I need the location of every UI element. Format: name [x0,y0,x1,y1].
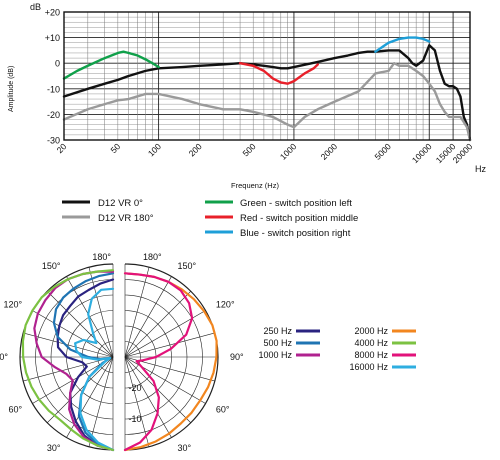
legend-label-250hz: 250 Hz [263,326,292,336]
polar-radial-label: -20 [128,383,141,393]
polar-curve-16000-hz [74,287,115,452]
frequency-grid [63,11,471,141]
frequency-response-chart: +20+100-10-20-30 20 50 100 200 500 1000 2000 50… [8,2,486,190]
polar-spoke [88,267,114,358]
x-unit-label: Hz [475,164,486,174]
polar-spoke [32,310,114,358]
legend-label-2000hz: 2000 Hz [354,326,388,336]
series-line-d12-vr-0 [62,44,472,142]
series-line-red-switch-position-middle [238,62,319,85]
polar-angle-label-right: 30° [178,443,192,453]
plot-frame [63,11,471,141]
polar-angle-label-left: 150° [42,261,61,271]
legend-label-blue: Blue - switch position right [240,228,351,239]
polar-angle-label-left: 180° [92,252,111,262]
polar-curve-4000-hz [21,269,115,452]
polar-angle-label-right: 180° [143,252,162,262]
polar-right-half [123,263,219,452]
x-tick-label: 10000 [410,141,434,165]
x-tick-label: 100 [146,141,163,158]
x-axis-label: Frequenz (Hz) [231,181,279,190]
polar-spoke [23,332,114,358]
polar-spoke [124,356,191,423]
series-line-d12-vr-180 [62,62,472,142]
polar-angle-label-left: 90° [0,352,8,362]
polar-angle-label-right: 60° [216,405,230,415]
y-tick-label: +20 [45,8,60,18]
polar-spoke [47,291,114,358]
y-unit-label: dB [30,2,41,12]
frequency-series-group [62,36,472,142]
polar-angle-label-left: 120° [3,300,22,310]
y-tick-label: -30 [47,136,60,146]
series-line-green-switch-position-left [62,50,160,80]
y-tick-label: -10 [47,84,60,94]
legend-label-1000hz: 1000 Hz [258,350,292,360]
x-tick-label: 200 [187,141,204,158]
legend-label-red: Red - switch position middle [240,213,358,224]
legend-label-500hz: 500 Hz [263,338,292,348]
y-axis-label: Amplitude (dB) [8,66,15,112]
legend-label-8000hz: 8000 Hz [354,350,388,360]
polar-angle-label-right: 150° [178,261,197,271]
legend-label-4000hz: 4000 Hz [354,338,388,348]
x-tick-label: 2000 [319,141,340,162]
x-tick-label: 1000 [278,141,299,162]
polar-angle-label-right: 90° [230,352,244,362]
legend-label-16000hz: 16000 Hz [349,362,388,372]
polar-spoke [124,310,206,358]
y-tick-label: +10 [45,33,60,43]
polar-curve-1000-hz [33,270,115,452]
polar-spoke [124,332,215,358]
legend-label-d12-0: D12 VR 0° [98,198,143,209]
polar-spoke [88,356,114,447]
polar-legend: 250 Hz 500 Hz 1000 Hz 2000 Hz 4000 Hz 80… [258,326,416,372]
series-line-blue-switch-position-right [374,36,431,53]
polar-spoke [124,276,172,358]
y-tick-labels: +20 +10 0 -10 -20 -30 [45,8,60,146]
polar-curve-8000-hz [123,272,194,452]
polar-spoke [124,356,172,438]
polar-pattern-chart: 180° 180° 150° 150° 120° 120° 90° 90° 60° 60° 30° 3… [0,252,244,460]
x-tick-label: 5000 [372,141,393,162]
polar-angle-label-left: 60° [8,405,22,415]
polar-spoke [23,356,114,382]
x-tick-label: 50 [109,141,123,155]
polar-spoke [124,291,191,358]
legend-label-green: Green - switch position left [240,198,352,209]
x-tick-label: 500 [240,141,257,158]
polar-labels: 180° 180° 150° 150° 120° 120° 90° 90° 60° 60° 30° 3… [0,252,244,460]
polar-left-half [19,263,115,452]
polar-spoke [124,267,150,358]
polar-spoke [47,356,114,423]
frequency-legend: D12 VR 0° D12 VR 180° Green - switch pos… [62,198,358,239]
y-tick-label: -20 [47,110,60,120]
polar-curve-250-hz [56,278,115,452]
legend-label-d12-180: D12 VR 180° [98,213,154,224]
polar-radial-label: -10 [128,414,141,424]
polar-angle-label-right: 120° [216,300,235,310]
x-tick-label: 20000 [451,141,475,165]
polar-spoke [66,356,114,438]
y-tick-label: 0 [55,59,60,69]
polar-spoke [124,356,150,447]
polar-angle-label-left: 30° [47,443,61,453]
polar-spoke [124,356,206,404]
